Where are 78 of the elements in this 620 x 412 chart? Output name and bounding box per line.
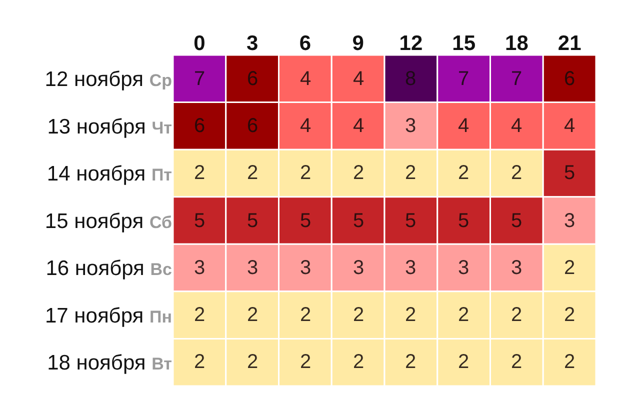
y2-tick-label: Сб [149, 212, 172, 232]
x-tick-label: 0 [194, 32, 206, 55]
x-tick-label: 18 [505, 32, 529, 55]
data-label: 7 [194, 68, 206, 90]
data-label: 3 [247, 257, 258, 279]
data-label: 2 [353, 162, 364, 184]
x-tick-label: 3 [246, 32, 258, 55]
data-label: 3 [300, 257, 312, 279]
data-label: 3 [458, 257, 470, 279]
y2-tick-label: Ср [149, 70, 172, 90]
y2-tick-label: Вс [150, 260, 172, 280]
data-label: 3 [405, 257, 416, 279]
data-label: 7 [458, 68, 470, 90]
data-label: 2 [564, 304, 576, 326]
x-tick-label: 15 [452, 32, 476, 55]
data-label: 4 [458, 115, 470, 137]
data-label: 2 [300, 351, 312, 373]
data-label: 2 [458, 351, 470, 373]
data-label: 2 [247, 304, 258, 326]
y2-tick-label: Чт [152, 118, 172, 138]
data-label: 2 [194, 351, 206, 373]
data-label: 8 [405, 68, 416, 90]
data-label: 3 [511, 257, 522, 279]
data-label: 2 [353, 351, 364, 373]
data-label: 4 [511, 115, 522, 137]
data-label: 2 [247, 162, 258, 184]
y-tick-label: 18 ноября [47, 352, 146, 375]
y2-tick-label: Пн [150, 307, 172, 326]
data-label: 6 [247, 68, 258, 90]
data-label: 7 [511, 68, 522, 90]
data-label: 5 [247, 210, 258, 232]
data-label: 5 [353, 210, 364, 232]
y-tick-label: 15 ноября [44, 210, 144, 233]
y-tick-label: 16 ноября [46, 257, 144, 280]
data-label: 2 [194, 304, 206, 326]
data-label: 2 [564, 257, 576, 279]
data-label: 2 [353, 304, 364, 326]
data-label: 3 [564, 210, 576, 232]
y2-tick-label: Пт [151, 166, 172, 185]
data-label: 3 [194, 257, 206, 279]
data-label: 3 [353, 257, 364, 279]
y-tick-label: 14 ноября [46, 162, 146, 186]
data-label: 2 [458, 162, 470, 184]
data-label: 5 [405, 210, 416, 232]
data-label: 5 [194, 210, 206, 232]
y-tick-label: 17 ноября [44, 304, 144, 328]
y2-tick-label: Вт [152, 354, 172, 374]
data-label: 2 [300, 304, 312, 326]
data-label: 2 [405, 351, 416, 373]
data-label: 4 [300, 68, 312, 90]
data-label: 2 [194, 162, 206, 184]
x-tick-label: 6 [299, 32, 312, 55]
data-label: 2 [511, 304, 522, 326]
data-label: 2 [511, 351, 522, 373]
data-label: 4 [564, 115, 576, 137]
data-label: 5 [300, 210, 312, 232]
data-label: 6 [194, 115, 206, 137]
data-label: 2 [247, 351, 258, 373]
data-label: 5 [458, 210, 470, 232]
y-tick-label: 13 ноября [47, 115, 146, 138]
y-tick-label: 12 ноября [44, 68, 144, 91]
data-label: 4 [353, 115, 364, 137]
data-label: 4 [353, 68, 364, 90]
x-tick-label: 12 [399, 32, 423, 55]
data-label: 6 [564, 68, 576, 90]
data-label: 5 [511, 210, 522, 232]
data-label: 6 [247, 115, 258, 137]
x-tick-label: 9 [352, 32, 364, 55]
data-label: 2 [458, 304, 470, 326]
data-label: 5 [564, 162, 576, 184]
x-tick-label: 21 [558, 32, 582, 55]
data-label: 2 [405, 162, 416, 184]
data-label: 2 [564, 351, 576, 373]
data-label: 2 [405, 304, 416, 326]
data-label: 4 [300, 115, 312, 137]
data-label: 2 [511, 162, 522, 184]
data-label: 3 [405, 115, 416, 137]
data-label: 2 [300, 162, 312, 184]
